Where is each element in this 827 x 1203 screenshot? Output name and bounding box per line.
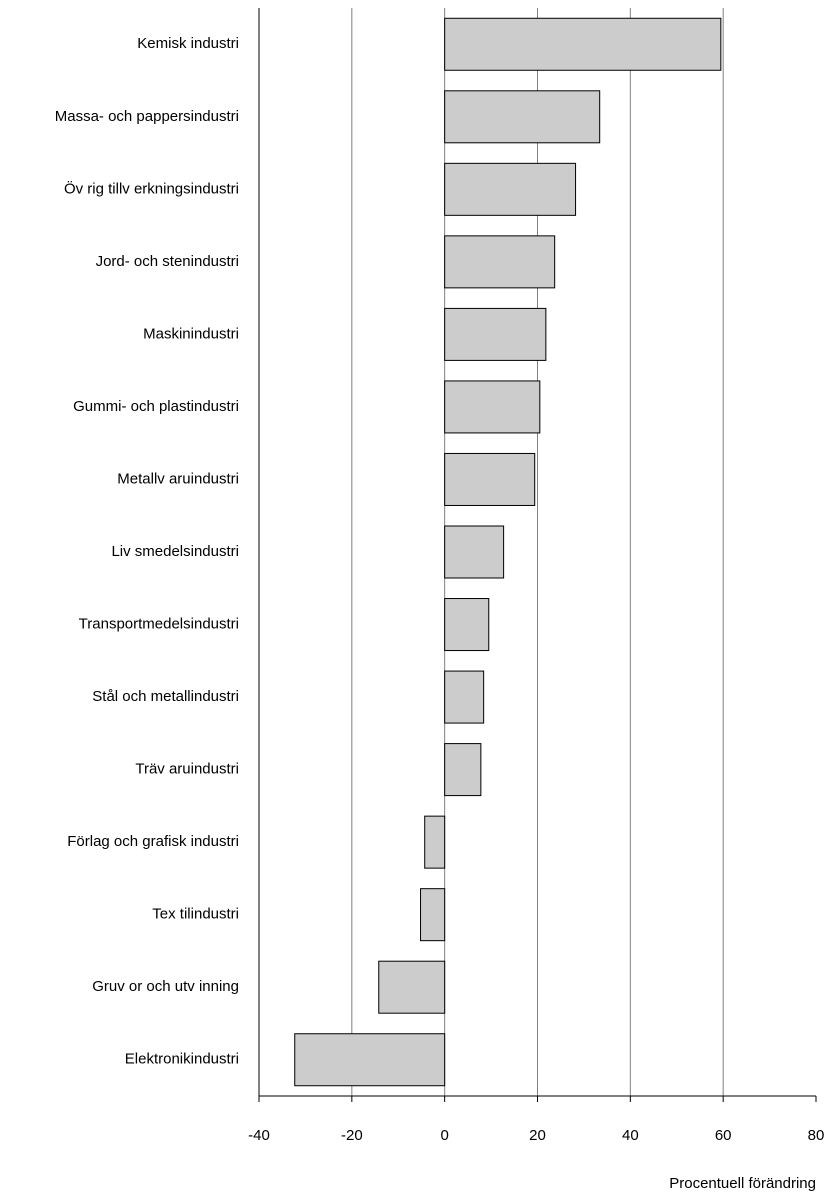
bar: [444, 525, 505, 579]
x-tick-label: 20: [529, 1127, 546, 1144]
bar: [424, 815, 446, 869]
x-axis-label: Procentuell förändring: [669, 1175, 816, 1192]
y-tick-label: Tex tilindustri: [152, 906, 239, 923]
bar: [420, 888, 446, 942]
bar: [444, 307, 547, 361]
x-tick-label: 40: [622, 1127, 639, 1144]
y-tick-label: Maskinindustri: [143, 325, 239, 342]
bar: [444, 17, 722, 71]
x-tick-label: 80: [808, 1127, 825, 1144]
y-tick-label: Gruv or och utv inning: [92, 978, 239, 995]
bar: [444, 380, 541, 434]
x-tick-label: 60: [715, 1127, 732, 1144]
bar: [444, 598, 490, 652]
x-tick-label: -40: [248, 1127, 270, 1144]
x-tick-label: -20: [341, 1127, 363, 1144]
y-tick-label: Jord- och stenindustri: [96, 253, 239, 270]
y-tick-label: Förlag och grafisk industri: [67, 833, 239, 850]
bar: [444, 90, 601, 144]
x-tick-label: 0: [440, 1127, 448, 1144]
bar: [444, 235, 556, 289]
y-tick-label: Stål och metallindustri: [92, 688, 239, 705]
y-tick-label: Liv smedelsindustri: [111, 543, 239, 560]
y-tick-label: Transportmedelsindustri: [79, 616, 239, 633]
y-tick-label: Öv rig tillv erkningsindustri: [64, 179, 239, 197]
bar: [444, 743, 482, 797]
y-tick-label: Gummi- och plastindustri: [73, 398, 239, 415]
bar: [444, 162, 577, 216]
bar: [444, 670, 485, 724]
y-tick-label: Elektronikindustri: [125, 1051, 239, 1068]
bar: [444, 452, 536, 506]
y-tick-label: Massa- och pappersindustri: [55, 108, 239, 125]
bar: [378, 960, 446, 1014]
bar: [294, 1033, 446, 1087]
y-tick-label: Kemisk industri: [137, 35, 239, 52]
y-tick-label: Metallv aruindustri: [117, 470, 239, 487]
y-tick-label: Träv aruindustri: [135, 761, 239, 778]
